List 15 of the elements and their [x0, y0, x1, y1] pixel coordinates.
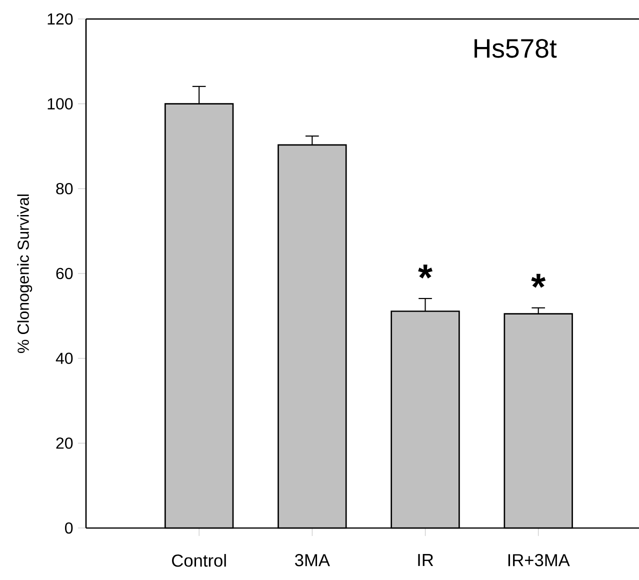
y-tick-label: 80: [56, 182, 73, 194]
x-tick-label: Control: [172, 554, 226, 567]
y-tick-label: 100: [48, 98, 73, 110]
y-tick-label: 120: [48, 13, 73, 25]
y-tick-label: 40: [56, 352, 73, 364]
y-tick-label: 0: [65, 522, 73, 534]
annotation: *: [531, 274, 546, 288]
y-tick-label: 60: [56, 268, 73, 280]
y-tick-label: 20: [56, 437, 73, 449]
x-tick-label: 3MA: [295, 554, 330, 566]
text: Hs578t: [474, 38, 557, 58]
annotation: *: [418, 264, 432, 278]
y-axis-title: % Clonogenic Survival: [17, 194, 32, 353]
x-tick-label: IR: [418, 554, 434, 566]
x-tick-label: IR+3MA: [508, 554, 570, 566]
